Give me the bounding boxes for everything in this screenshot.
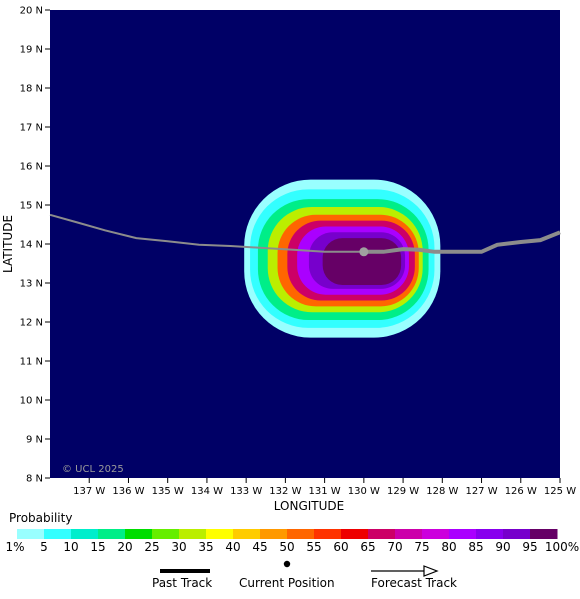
y-axis-label: LATITUDE [1, 215, 15, 273]
colorbar-swatch [152, 529, 180, 539]
colorbar-label: 10 [63, 540, 79, 554]
colorbar-label: 50 [279, 540, 295, 554]
x-tick-label: 130 W [348, 486, 380, 497]
colorbar-label: 100% [544, 540, 580, 554]
colorbar-label: 85 [468, 540, 484, 554]
colorbar-swatch [233, 529, 261, 539]
colorbar-label: 90 [495, 540, 511, 554]
colorbar-swatch [341, 529, 369, 539]
colorbar-swatch [530, 529, 558, 539]
current-position-key-dot [283, 560, 291, 568]
colorbar-swatch [287, 529, 315, 539]
legend-title: Probability [9, 511, 73, 525]
y-tick-label: 18 N [20, 84, 43, 95]
y-tick-label: 8 N [26, 474, 43, 485]
colorbar-swatch [368, 529, 396, 539]
probability-contours [244, 179, 441, 338]
colorbar-label: 1% [5, 540, 25, 554]
colorbar-label: 60 [333, 540, 349, 554]
current-position-marker [359, 247, 369, 257]
x-tick-label: 127 W [465, 486, 497, 497]
colorbar-label: 20 [117, 540, 133, 554]
colorbar-swatch [260, 529, 288, 539]
colorbar-label: 95 [522, 540, 538, 554]
probability-contour-95 [322, 238, 402, 285]
colorbar-label: 80 [441, 540, 457, 554]
colorbar-swatch [71, 529, 99, 539]
past-track-label: Past Track [152, 576, 213, 590]
x-tick-label: 135 W [152, 486, 184, 497]
y-tick-label: 16 N [20, 162, 43, 173]
colorbar-swatch [125, 529, 153, 539]
y-tick-label: 9 N [26, 435, 43, 446]
y-tick-label: 10 N [20, 396, 43, 407]
colorbar-label: 75 [414, 540, 430, 554]
x-tick-label: 129 W [387, 486, 419, 497]
y-tick-label: 20 N [20, 6, 43, 17]
colorbar-label: 5 [40, 540, 48, 554]
colorbar-swatch [395, 529, 423, 539]
copyright-watermark: © UCL 2025 [62, 464, 124, 475]
y-tick-label: 19 N [20, 45, 43, 56]
x-tick-label: 134 W [191, 486, 223, 497]
x-tick-label: 137 W [73, 486, 105, 497]
colorbar-label: 25 [144, 540, 160, 554]
colorbar-label: 35 [198, 540, 214, 554]
colorbar-label: 30 [171, 540, 187, 554]
y-tick-label: 15 N [20, 201, 43, 212]
x-tick-label: 125 W [544, 486, 576, 497]
colorbar-label: 65 [360, 540, 376, 554]
y-tick-label: 12 N [20, 318, 43, 329]
colorbar-label: 40 [225, 540, 241, 554]
colorbar-swatch [44, 529, 72, 539]
axis-ticks: 137 W 136 W 135 W 134 W 133 W 132 W 131 W 130 W… [20, 6, 577, 498]
colorbar-swatch [422, 529, 450, 539]
probability-colorbar [17, 529, 558, 539]
past-track-line [49, 213, 364, 253]
x-tick-label: 132 W [269, 486, 301, 497]
storm-tracks [49, 213, 561, 257]
colorbar-swatch [206, 529, 234, 539]
forecast-track-key-arrow [371, 565, 439, 577]
colorbar-swatch [98, 529, 126, 539]
colorbar-swatch [476, 529, 504, 539]
colorbar-swatch [179, 529, 207, 539]
colorbar-swatch [314, 529, 342, 539]
current-position-label: Current Position [239, 576, 335, 590]
colorbar-label: 45 [252, 540, 268, 554]
x-tick-label: 126 W [505, 486, 537, 497]
y-tick-label: 11 N [20, 357, 43, 368]
y-tick-label: 14 N [20, 240, 43, 251]
colorbar-swatch [17, 529, 45, 539]
x-tick-label: 136 W [112, 486, 144, 497]
colorbar-swatch [449, 529, 477, 539]
colorbar-label: 70 [387, 540, 403, 554]
forecast-track-label: Forecast Track [371, 576, 457, 590]
y-tick-label: 13 N [20, 279, 43, 290]
forecast-track-line [363, 230, 561, 254]
x-axis-label: LONGITUDE [274, 499, 344, 513]
colorbar-label: 15 [90, 540, 106, 554]
colorbar-swatch [503, 529, 531, 539]
y-tick-label: 17 N [20, 123, 43, 134]
colorbar-label: 55 [306, 540, 322, 554]
x-tick-label: 131 W [309, 486, 341, 497]
x-tick-label: 133 W [230, 486, 262, 497]
x-tick-label: 128 W [426, 486, 458, 497]
